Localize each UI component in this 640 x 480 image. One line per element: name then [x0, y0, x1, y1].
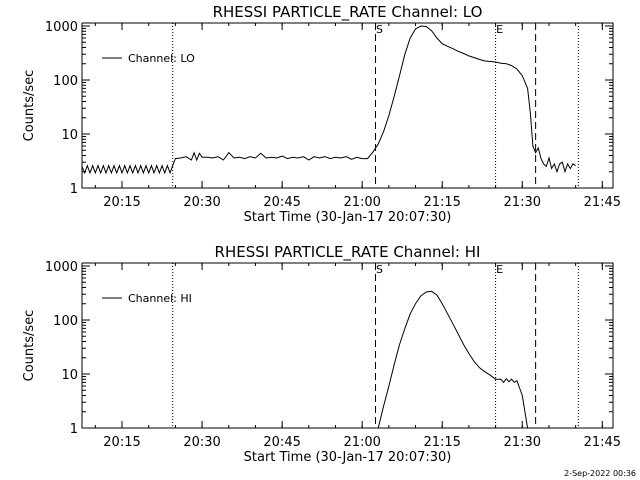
- x-tick-label: 20:30: [183, 435, 220, 450]
- y-tick-label: 1000: [45, 260, 78, 275]
- x-tick-label: 21:45: [584, 435, 621, 450]
- y-tick-label: 100: [53, 314, 78, 329]
- x-tick-label: 20:45: [263, 195, 300, 210]
- plot-frame: [81, 22, 614, 189]
- y-axis-label: Counts/sec: [22, 310, 37, 382]
- x-tick-label: 21:15: [423, 435, 460, 450]
- x-axis-label: Start Time (30-Jan-17 20:07:30): [244, 210, 452, 225]
- marker-label: E: [496, 263, 503, 276]
- y-tick-label: 10: [61, 368, 78, 383]
- y-tick-label: 1: [70, 422, 78, 437]
- timestamp-label: 2-Sep-2022 00:36: [564, 469, 636, 478]
- marker-label: S: [376, 23, 383, 36]
- x-tick-label: 20:15: [103, 195, 140, 210]
- marker-label: S: [376, 263, 383, 276]
- y-tick-label: 100: [53, 74, 78, 89]
- x-tick-label: 21:00: [343, 435, 380, 450]
- x-tick-label: 20:45: [263, 435, 300, 450]
- plot-frame: [81, 262, 614, 429]
- y-axis-label: Counts/sec: [22, 70, 37, 142]
- panel-hi: RHESSI PARTICLE_RATE Channel: HI 20:15 20:…: [22, 243, 621, 465]
- chart-title: RHESSI PARTICLE_RATE Channel: HI: [215, 243, 481, 262]
- y-tick-label: 10: [61, 128, 78, 143]
- x-tick-label: 21:30: [504, 435, 541, 450]
- series-line: [82, 25, 576, 175]
- x-tick-label: 21:15: [423, 195, 460, 210]
- x-tick-label: 21:45: [584, 195, 621, 210]
- panel-lo: RHESSI PARTICLE_RATE Channel: LO 20:15 20:…: [22, 3, 621, 225]
- marker-label: E: [496, 23, 503, 36]
- x-tick-label: 21:30: [504, 195, 541, 210]
- y-tick-label: 1: [70, 182, 78, 197]
- x-tick-label: 20:15: [103, 435, 140, 450]
- chart-title: RHESSI PARTICLE_RATE Channel: LO: [213, 3, 483, 22]
- legend-label: Channel: HI: [128, 292, 192, 305]
- y-tick-label: 1000: [45, 20, 78, 35]
- legend-label: Channel: LO: [128, 52, 195, 65]
- series-line: [377, 290, 529, 428]
- x-tick-label: 21:00: [343, 195, 380, 210]
- x-axis-label: Start Time (30-Jan-17 20:07:30): [244, 450, 452, 465]
- x-tick-label: 20:30: [183, 195, 220, 210]
